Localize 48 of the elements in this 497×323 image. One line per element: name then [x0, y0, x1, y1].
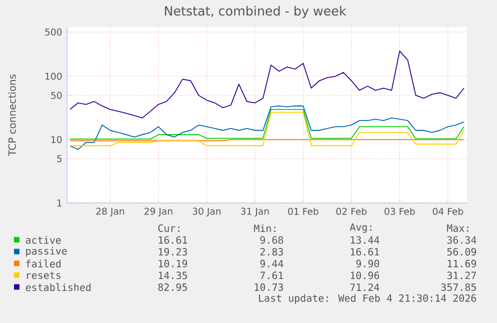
text: 9.90: [356, 260, 380, 268]
y-tick-label: 5: [57, 155, 62, 162]
text: 10.19: [158, 260, 188, 268]
legend-label: passive: [26, 246, 67, 257]
x-tick-label: 01 Feb: [288, 208, 318, 215]
y-tick-label: 100: [46, 72, 62, 80]
line-series: [70, 50, 464, 118]
text: 56.09: [447, 248, 476, 256]
text: 9.68: [260, 236, 284, 244]
text: 13.44: [350, 236, 380, 244]
text: 36.34: [447, 236, 476, 244]
legend-label: resets: [27, 272, 60, 279]
x-tick-label: 04 Feb: [432, 208, 464, 215]
legend-label: failed: [26, 260, 60, 268]
y-tick-label: 1: [57, 200, 62, 206]
legend-label: established: [26, 283, 91, 292]
text: 16.61: [350, 248, 380, 256]
legend-label: active: [26, 236, 61, 244]
chart-title: Netstat, combined - by week: [164, 6, 346, 18]
text: Max:: [447, 224, 468, 232]
text: Min:: [254, 224, 276, 232]
y-tick-label: 10: [51, 136, 62, 144]
text: 2.83: [260, 248, 283, 256]
text: 19.23: [158, 248, 187, 256]
x-tick-label: 31 Jan: [241, 208, 269, 216]
text: Last update: Wed Feb 4 21:30:14 2026: [259, 294, 476, 304]
x-tick-label: 03 Feb: [384, 208, 415, 215]
text: 11.69: [448, 260, 476, 268]
y-tick-label: 50: [51, 92, 62, 99]
text: 10.73: [254, 283, 283, 291]
line-series: [70, 106, 464, 150]
text: 7.61: [260, 272, 284, 280]
text: 9.44: [260, 260, 284, 268]
text: Avg:: [350, 223, 372, 233]
text: 14.35: [158, 272, 187, 280]
text: 16.61: [158, 236, 188, 244]
x-tick-label: 02 Feb: [336, 208, 367, 215]
text: 10.96: [350, 272, 380, 280]
text: 31.27: [447, 272, 476, 280]
y-tick-label: 500: [45, 28, 62, 36]
text: 71.24: [350, 283, 380, 291]
text: 357.85: [441, 283, 476, 291]
x-tick-label: 30 Jan: [192, 208, 221, 216]
text: 82.95: [158, 283, 187, 291]
x-tick-label: 28 Jan: [96, 208, 124, 216]
y-axis-title: TCP connections: [8, 74, 16, 156]
text: Cur:: [158, 224, 180, 232]
x-tick-label: 29 Jan: [144, 208, 172, 216]
